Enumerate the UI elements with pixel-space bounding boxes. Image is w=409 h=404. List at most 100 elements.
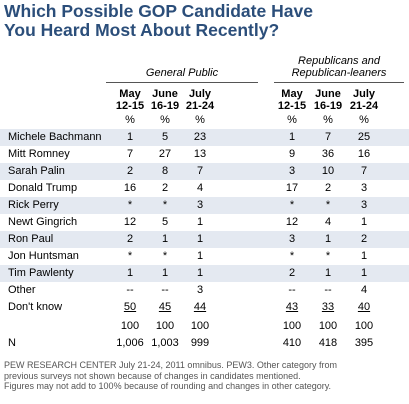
cell-value: 44	[193, 301, 207, 313]
footer-line-1: PEW RESEARCH CENTER July 21-24, 2011 omn…	[4, 360, 337, 370]
table-cell: 12	[272, 214, 312, 231]
cell-value: 1	[196, 267, 204, 279]
cell-value: 410	[282, 337, 302, 349]
cell-value: *	[162, 199, 168, 211]
cell-value: 5	[161, 131, 169, 143]
cell-value: %	[323, 114, 333, 126]
table-cell: 1	[308, 231, 348, 248]
cell-value: 1	[161, 267, 169, 279]
table-cell: 5	[145, 214, 185, 231]
group-rule-republicans	[274, 82, 404, 83]
row-label: Jon Huntsman	[8, 250, 79, 262]
cell-value: 9	[288, 148, 296, 160]
table-cell: 2	[272, 265, 312, 282]
table-row: Donald Trump 16 2 4 17 2 3	[0, 180, 409, 197]
table-cell: 3	[180, 282, 220, 299]
group-name-line-1: Republicans and	[298, 55, 380, 67]
cell-value: 1	[360, 250, 368, 262]
cell-value: 50	[123, 301, 137, 313]
table-row: Mitt Romney 7 27 13 9 36 16	[0, 146, 409, 163]
column-header-days: 16-19	[150, 100, 180, 112]
table-cell: 100	[308, 318, 348, 335]
cell-value: 7	[126, 148, 134, 160]
cell-value: 1	[196, 250, 204, 262]
table-cell: --	[308, 282, 348, 299]
table-cell: 25	[344, 129, 384, 146]
table-cell: 3	[344, 197, 384, 214]
table-row: N 1,006 1,003 999 410 418 395	[0, 335, 409, 352]
cell-value: 16	[357, 148, 371, 160]
footer-line-2: previous surveys not shown because of ch…	[4, 370, 301, 381]
cell-value: 7	[196, 165, 204, 177]
table-row: Tim Pawlenty 1 1 1 2 1 1	[0, 265, 409, 282]
column-header: May 12-15	[272, 88, 312, 112]
table-cell: 16	[344, 146, 384, 163]
cell-value: 43	[285, 301, 299, 313]
table-cell: 43	[272, 299, 312, 316]
table-cell: 2	[308, 180, 348, 197]
cell-value: 13	[193, 148, 207, 160]
cell-value: *	[289, 199, 295, 211]
cell-value: 100	[190, 320, 210, 332]
cell-value: 1,003	[151, 337, 179, 349]
cell-value: %	[359, 114, 369, 126]
table-cell: 1	[272, 129, 312, 146]
cell-value: 1	[126, 131, 134, 143]
table-cell: 395	[344, 335, 384, 352]
title-line-1: Which Possible GOP Candidate Have	[4, 1, 313, 21]
column-header-month: June	[315, 88, 341, 100]
cell-value: *	[289, 250, 295, 262]
cell-value: --	[288, 284, 296, 296]
cell-value: 10	[321, 165, 335, 177]
table-cell: 50	[110, 299, 150, 316]
cell-value: 16	[123, 182, 137, 194]
cell-value: 1	[288, 131, 296, 143]
table-cell: 1	[180, 231, 220, 248]
table-cell: 13	[180, 146, 220, 163]
cell-value: %	[125, 114, 135, 126]
group-header-general-public: General Public	[112, 67, 252, 79]
table-cell: 5	[145, 129, 185, 146]
table-cell: 7	[110, 146, 150, 163]
cell-value: 100	[120, 320, 140, 332]
table-cell: 1	[110, 129, 150, 146]
group-rule-general-public	[106, 82, 258, 83]
column-header-month: July	[352, 88, 375, 100]
footer-line-3: Figures may not add to 100% because of r…	[4, 381, 332, 391]
row-label: Ron Paul	[8, 233, 54, 245]
cell-value: 36	[321, 148, 335, 160]
row-label: Donald Trump	[8, 182, 78, 194]
table-cell: 36	[308, 146, 348, 163]
cell-value: 3	[196, 199, 204, 211]
cell-value: --	[126, 284, 134, 296]
table-cell: 40	[344, 299, 384, 316]
cell-value: 45	[158, 301, 172, 313]
cell-value: 12	[285, 216, 299, 228]
cell-value: 3	[288, 165, 296, 177]
table-cell: 1	[110, 265, 150, 282]
cell-value: *	[127, 199, 133, 211]
table-cell: 1	[344, 214, 384, 231]
table-cell: 1,006	[110, 335, 150, 352]
table-cell: %	[272, 112, 312, 129]
table-cell: 7	[180, 163, 220, 180]
table-cell: *	[272, 197, 312, 214]
table-cell: 4	[344, 282, 384, 299]
cell-value: *	[325, 250, 331, 262]
table-cell: 3	[180, 197, 220, 214]
table-cell: 1	[344, 265, 384, 282]
column-header-month: May	[281, 88, 303, 100]
table-row: Ron Paul 2 1 1 3 1 2	[0, 231, 409, 248]
table-cell: 45	[145, 299, 185, 316]
table-cell: %	[344, 112, 384, 129]
table-cell: 100	[180, 318, 220, 335]
cell-value: --	[324, 284, 332, 296]
cell-value: 7	[360, 165, 368, 177]
cell-value: 4	[360, 284, 368, 296]
cell-value: 33	[321, 301, 335, 313]
title-line-2: You Heard Most About Recently?	[4, 20, 280, 40]
column-header: June 16-19	[145, 88, 185, 112]
cell-value: 40	[357, 301, 371, 313]
cell-value: 1	[324, 233, 332, 245]
table-row: Newt Gingrich 12 5 1 12 4 1	[0, 214, 409, 231]
